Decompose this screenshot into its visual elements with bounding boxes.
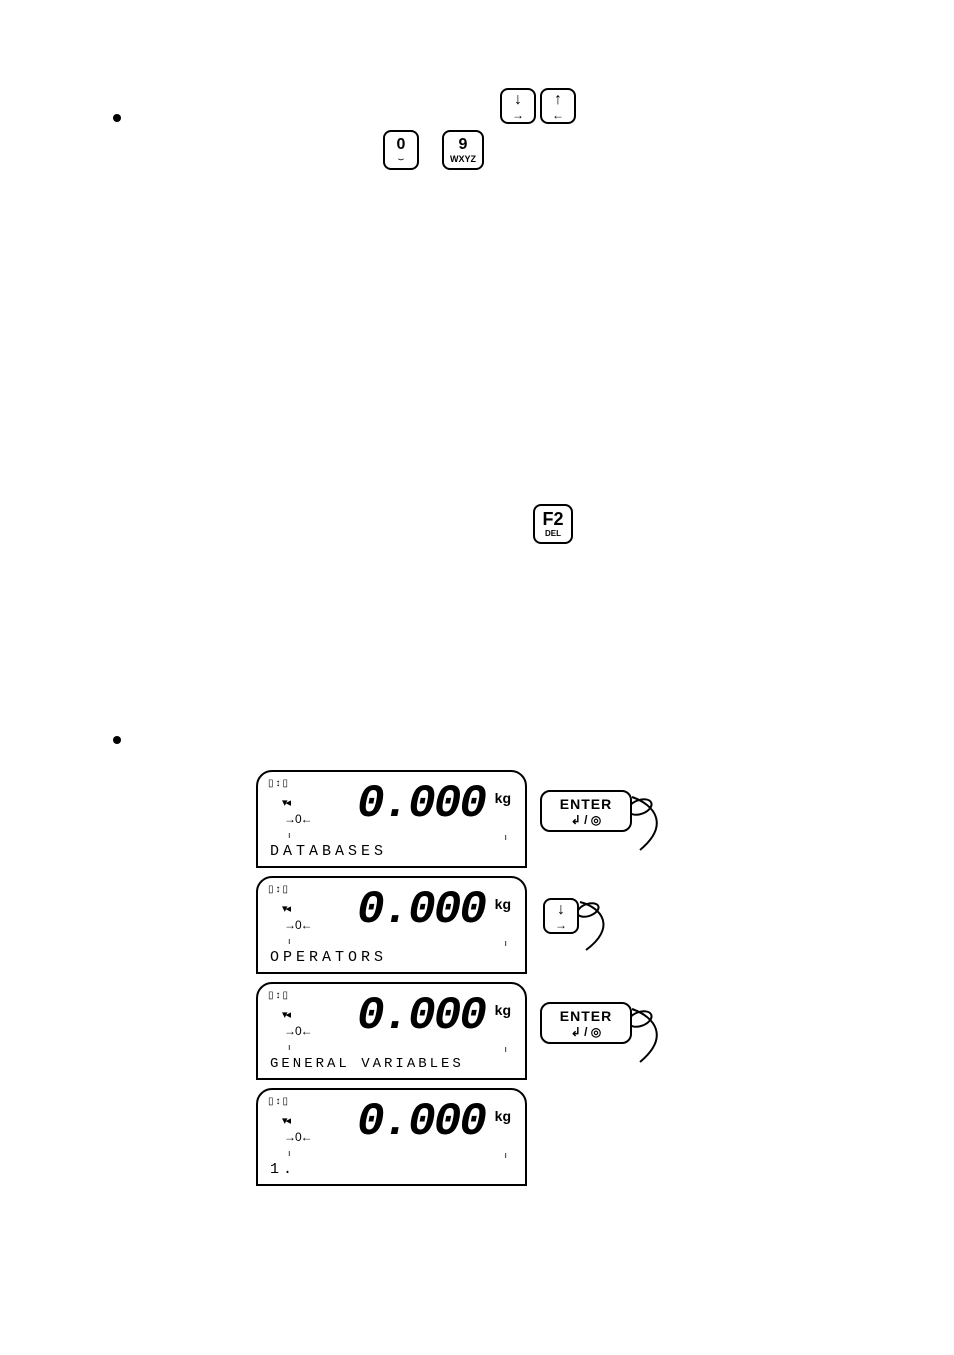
tick-icon: ı: [288, 1148, 291, 1158]
key-label: 0: [397, 137, 406, 153]
status-icons: ▯↕▯: [268, 1096, 290, 1107]
arrow-up-icon: ↑: [554, 92, 562, 108]
zero-icon: →0←: [284, 918, 312, 932]
bullet: [113, 736, 121, 744]
pointer-swoosh-icon: [578, 900, 628, 955]
document-page: ↓ → ↑ ← 0 ⌣ 9 WXYZ F2 DEL ▯↕▯ ▾◂ →0← ı 0…: [0, 0, 954, 1355]
arrow-right-icon: →: [555, 919, 567, 931]
menu-label: DATABASES: [270, 843, 387, 860]
zero-icon: →0←: [284, 1024, 312, 1038]
weight-reading: 0.000: [357, 1096, 485, 1148]
lcd-screen: ▯↕▯ ▾◂ →0← ı 0.000 kg ı 1.: [256, 1088, 527, 1186]
enter-key[interactable]: ENTER ↲ / ◎: [540, 1002, 632, 1044]
key-sublabel: WXYZ: [450, 155, 476, 164]
arrow-right-icon: →: [512, 109, 524, 121]
tick-icon: ı: [504, 938, 507, 948]
weight-reading: 0.000: [357, 884, 485, 936]
f2-key[interactable]: F2 DEL: [533, 504, 573, 544]
stable-icon: ▾◂: [282, 1008, 289, 1021]
pointer-swoosh-icon: [630, 795, 680, 855]
zero-key[interactable]: 0 ⌣: [383, 130, 419, 170]
key-label: ENTER: [560, 797, 612, 811]
menu-label: OPERATORS: [270, 949, 387, 966]
weight-reading: 0.000: [357, 990, 485, 1042]
tick-icon: ı: [288, 830, 291, 840]
tick-icon: ı: [288, 936, 291, 946]
weight-reading: 0.000: [357, 778, 485, 830]
key-label: 9: [459, 137, 468, 153]
lcd-screen: ▯↕▯ ▾◂ →0← ı 0.000 kg ı OPERATORS: [256, 876, 527, 974]
weight-unit: kg: [495, 1002, 511, 1018]
menu-label: 1.: [270, 1161, 296, 1178]
zero-icon: →0←: [284, 812, 312, 826]
down-right-key[interactable]: ↓ →: [543, 898, 579, 934]
pointer-swoosh-icon: [630, 1007, 680, 1067]
key-sublabel: ↲ / ◎: [571, 814, 602, 826]
status-icons: ▯↕▯: [268, 884, 290, 895]
key-label: F2: [542, 510, 563, 528]
key-sublabel: DEL: [545, 530, 561, 538]
nine-key[interactable]: 9 WXYZ: [442, 130, 484, 170]
tick-icon: ı: [504, 1044, 507, 1054]
key-sublabel: ↲ / ◎: [571, 1026, 602, 1038]
menu-label: GENERAL VARIABLES: [270, 1056, 464, 1072]
enter-key[interactable]: ENTER ↲ / ◎: [540, 790, 632, 832]
tick-icon: ı: [504, 832, 507, 842]
status-icons: ▯↕▯: [268, 778, 290, 789]
arrow-left-icon: ←: [552, 109, 564, 121]
down-right-key[interactable]: ↓ →: [500, 88, 536, 124]
arrow-down-icon: ↓: [557, 902, 565, 918]
stable-icon: ▾◂: [282, 1114, 289, 1127]
stable-icon: ▾◂: [282, 902, 289, 915]
status-icons: ▯↕▯: [268, 990, 290, 1001]
up-left-key[interactable]: ↑ ←: [540, 88, 576, 124]
bullet: [113, 114, 121, 122]
zero-icon: →0←: [284, 1130, 312, 1144]
weight-unit: kg: [495, 896, 511, 912]
tick-icon: ı: [504, 1150, 507, 1160]
stable-icon: ▾◂: [282, 796, 289, 809]
tick-icon: ı: [288, 1042, 291, 1052]
weight-unit: kg: [495, 790, 511, 806]
key-label: ENTER: [560, 1009, 612, 1023]
key-sublabel: ⌣: [398, 155, 404, 164]
weight-unit: kg: [495, 1108, 511, 1124]
lcd-screen: ▯↕▯ ▾◂ →0← ı 0.000 kg ı DATABASES: [256, 770, 527, 868]
arrow-down-icon: ↓: [514, 92, 522, 108]
lcd-screen: ▯↕▯ ▾◂ →0← ı 0.000 kg ı GENERAL VARIABLE…: [256, 982, 527, 1080]
